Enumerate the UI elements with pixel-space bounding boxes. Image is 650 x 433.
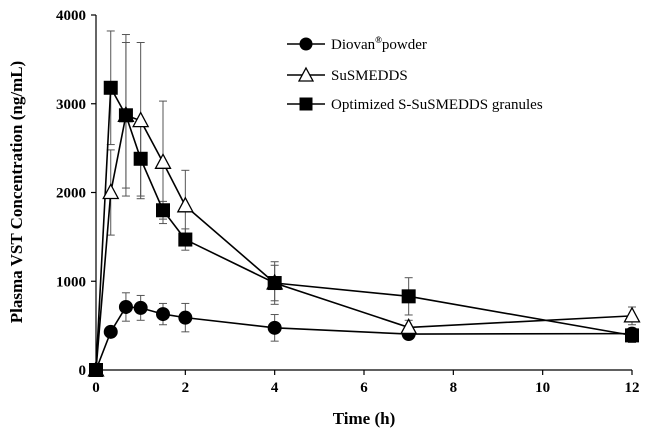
x-tick-label: 6 <box>360 380 368 396</box>
data-point-square <box>625 328 639 343</box>
legend: Diovan®powder SuSMEDDS Optimized S-SuSME… <box>287 35 543 113</box>
series-lines <box>95 84 633 371</box>
data-point-circle <box>133 300 148 315</box>
legend-label-susmedds: SuSMEDDS <box>331 68 408 84</box>
series-markers <box>87 80 641 377</box>
y-tick-label: 2000 <box>56 186 86 202</box>
y-tick-label: 3000 <box>56 97 86 113</box>
x-tick-label: 10 <box>535 380 550 396</box>
x-axis-title: Time (h) <box>333 409 396 428</box>
data-point-circle <box>156 307 170 322</box>
data-point-circle <box>267 320 282 335</box>
series-line-0 <box>95 306 633 371</box>
data-point-square <box>118 108 133 123</box>
data-point-triangle <box>623 306 641 323</box>
data-point-triangle <box>102 183 120 200</box>
y-axis-title: Plasma VST Concentration (ng/mL) <box>7 61 26 323</box>
data-point-circle <box>103 324 118 339</box>
series-line-2 <box>95 84 633 371</box>
legend-item-optimized: Optimized S-SuSMEDDS granules <box>287 97 543 113</box>
x-tick-label: 0 <box>92 380 100 396</box>
x-tick-label: 12 <box>625 380 640 396</box>
data-point-triangle <box>154 152 172 169</box>
legend-label-optimized: Optimized S-SuSMEDDS granules <box>331 97 543 113</box>
x-tick-label: 2 <box>182 380 190 396</box>
data-point-circle <box>118 299 133 314</box>
legend-triangle-marker <box>297 66 315 82</box>
legend-square-marker <box>299 97 313 111</box>
y-tick-label: 4000 <box>56 8 86 24</box>
data-point-square <box>156 203 170 218</box>
legend-item-diovan: Diovan®powder <box>287 35 427 53</box>
data-point-square <box>178 232 193 247</box>
data-point-square <box>401 289 416 304</box>
legend-item-susmedds: SuSMEDDS <box>287 66 408 84</box>
legend-circle-marker <box>299 37 313 51</box>
data-point-square <box>133 151 148 166</box>
x-tick-label: 4 <box>271 380 279 396</box>
x-tick-label: 8 <box>450 380 458 396</box>
tick-labels: 0 1000 2000 3000 4000 0 2 4 6 8 10 12 <box>56 8 640 396</box>
y-tick-label: 0 <box>79 363 87 379</box>
data-point-triangle <box>176 196 194 213</box>
data-point-triangle <box>400 318 418 335</box>
legend-label-diovan: Diovan®powder <box>331 35 427 53</box>
data-point-circle <box>178 310 193 325</box>
data-point-square <box>103 80 118 95</box>
axes <box>91 14 633 375</box>
data-point-square <box>267 276 282 291</box>
y-tick-label: 1000 <box>56 274 86 290</box>
data-point-triangle <box>132 111 150 128</box>
